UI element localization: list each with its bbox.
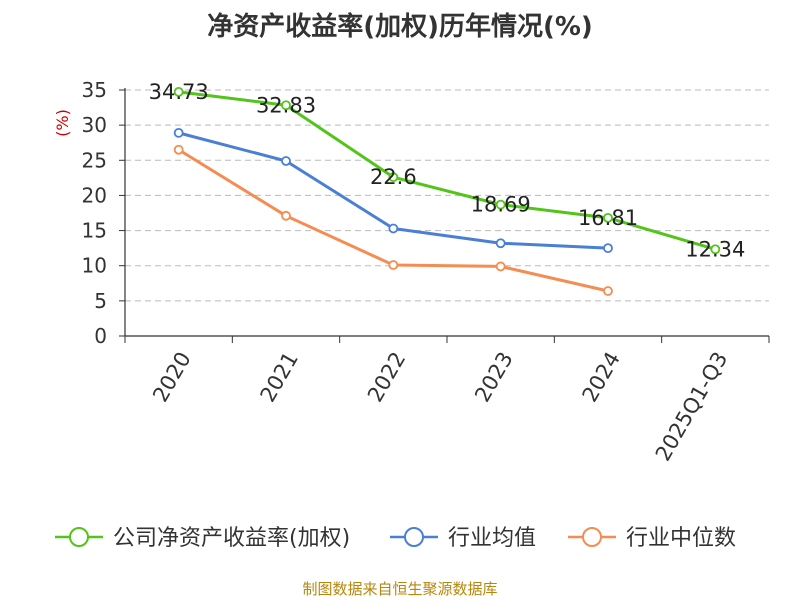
legend-label-0: 公司净资产收益率(加权): [113, 526, 350, 551]
series-1-point: [281, 156, 291, 166]
series-0-point: [173, 86, 184, 97]
source-note: 制图数据来自恒生聚源数据库: [302, 580, 498, 598]
data-label: 32.83: [256, 93, 316, 117]
x-tick-label: 2023: [470, 348, 518, 406]
y-tick-label: 35: [82, 78, 107, 102]
chart-title: 净资产收益率(加权)历年情况(%): [207, 12, 593, 42]
series-2-point: [495, 261, 506, 272]
series-1-point: [495, 238, 506, 249]
y-tick-label: 15: [82, 219, 107, 243]
data-label: 34.73: [149, 80, 209, 104]
y-tick-label: 10: [82, 254, 107, 278]
series-0-point: [388, 172, 399, 183]
x-tick-label: 2021: [256, 348, 304, 406]
x-tick-label: 2025Q1-Q3: [651, 348, 733, 465]
data-label: 18.69: [471, 193, 531, 217]
series-0-point: [603, 212, 613, 223]
data-label: 12.34: [685, 237, 745, 261]
y-tick-label: 0: [94, 324, 107, 348]
series-2-point: [388, 260, 399, 270]
series-1-point: [173, 127, 184, 138]
x-tick-label: 2024: [578, 348, 626, 406]
data-label: 22.6: [370, 165, 417, 189]
series-2-point: [173, 144, 184, 155]
series-0-point: [281, 100, 291, 111]
y-tick-label: 30: [82, 113, 107, 137]
y-axis-label: (%): [53, 109, 72, 137]
legend-label-1: 行业均值: [448, 526, 536, 551]
x-tick-label: 2022: [363, 348, 411, 406]
y-tick-label: 25: [82, 148, 107, 172]
legend-label-2: 行业中位数: [626, 526, 736, 551]
legend-marker-1: [404, 527, 424, 547]
data-label: 16.81: [578, 206, 638, 230]
series-1-point: [603, 243, 613, 254]
series-2-point: [603, 286, 613, 296]
series-1-point: [388, 223, 399, 234]
series-2-point: [281, 210, 291, 221]
y-tick-label: 20: [82, 183, 107, 207]
series-0-point: [710, 244, 721, 255]
y-tick-label: 5: [94, 289, 107, 313]
series-line-0: [178, 90, 716, 251]
series-0-point: [495, 199, 506, 210]
x-tick-label: 2020: [148, 348, 196, 406]
legend-marker-0: [69, 527, 89, 547]
legend-marker-2: [582, 527, 602, 547]
